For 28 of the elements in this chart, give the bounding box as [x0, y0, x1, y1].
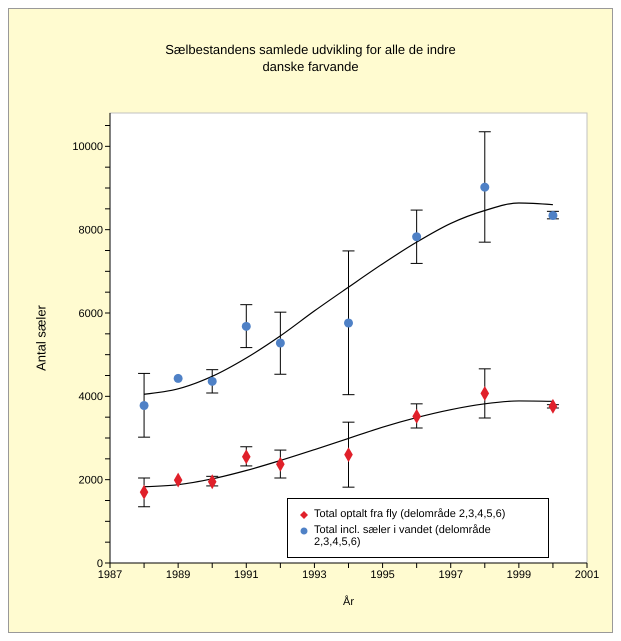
x-tick-label: 1997 [438, 568, 463, 581]
point [242, 322, 251, 331]
x-tick-label: 1995 [370, 568, 395, 581]
point [344, 318, 354, 328]
y-tick-label: 0 [96, 558, 103, 570]
point [174, 374, 183, 383]
y-tick-label: 4000 [78, 391, 103, 404]
legend-label: Total optalt fra fly (delområde 2,3,4,5,6) [314, 508, 506, 520]
point [276, 338, 285, 348]
y-tick-label: 2000 [78, 474, 103, 487]
point [140, 400, 149, 410]
y-tick-label: 8000 [78, 224, 103, 237]
x-axis-title: År [343, 595, 354, 608]
x-tick-label: 2001 [574, 568, 600, 581]
x-tick-label: 1993 [302, 568, 327, 581]
chart-title: Sælbestandens samlede udvikling for alle de indre danske farvande [164, 41, 457, 76]
point [548, 210, 558, 220]
point [412, 232, 422, 242]
y-axis-title: Antal sæler [34, 304, 49, 371]
y-tick-label: 6000 [78, 308, 103, 320]
legend-label: Total incl. sæler i vandet (delområde 2,3,4,5,6) [314, 524, 492, 548]
x-tick-label: 1999 [506, 568, 532, 581]
point [480, 182, 490, 192]
point [208, 376, 217, 386]
y-tick-label: 10000 [72, 141, 103, 154]
x-tick-label: 1989 [166, 568, 190, 581]
x-tick-label: 1991 [234, 568, 259, 581]
x-tick-label: 1987 [98, 568, 122, 581]
